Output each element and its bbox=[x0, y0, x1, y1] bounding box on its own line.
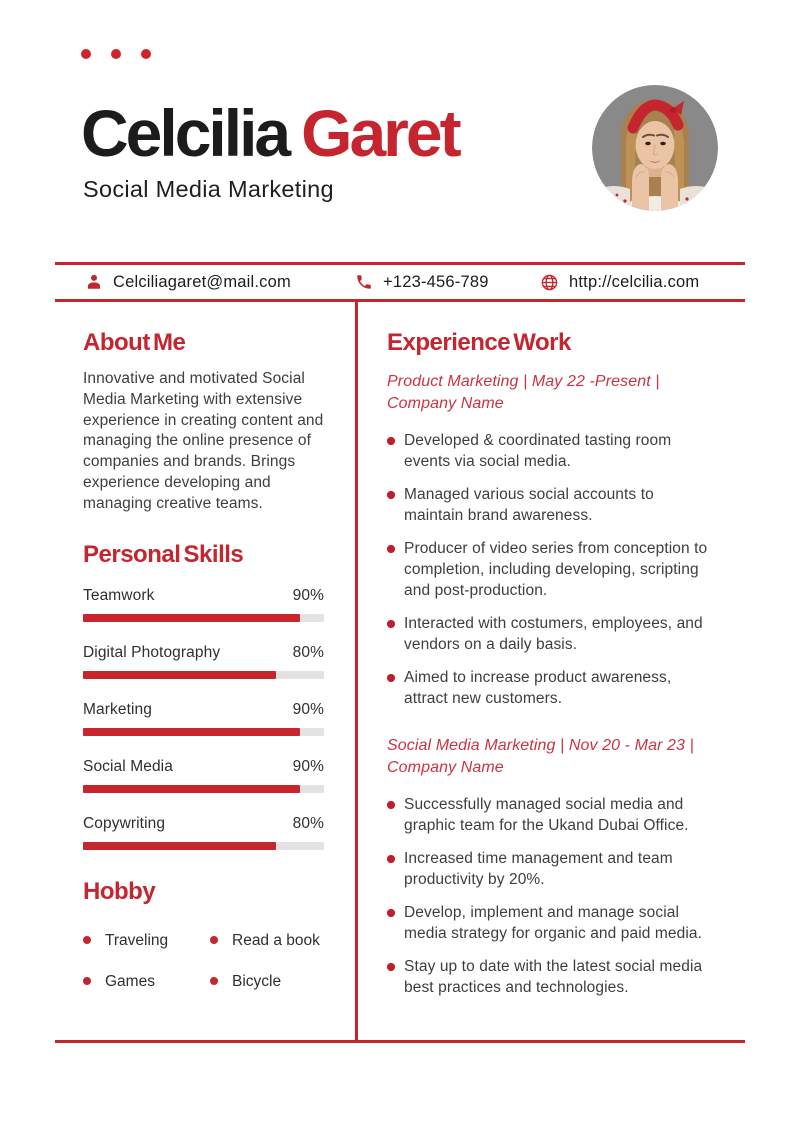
skill-bar-track bbox=[83, 784, 324, 793]
red-dot-icon bbox=[141, 49, 151, 59]
skill-percent: 90% bbox=[292, 586, 324, 604]
bullet-text: Aimed to increase product awareness, att… bbox=[404, 669, 672, 707]
hobby-item: Bicycle bbox=[210, 971, 324, 992]
skill-row: Digital Photography 80% bbox=[83, 642, 324, 679]
skill-row: Social Media 90% bbox=[83, 756, 324, 793]
experience-bullet: Producer of video series from conception… bbox=[387, 538, 714, 601]
person-icon bbox=[85, 273, 103, 291]
hobby-list: Traveling Read a book Games Bicycle bbox=[83, 930, 324, 992]
email-text: Celciliagaret@mail.com bbox=[113, 272, 291, 291]
experience-bullet: Developed & coordinated tasting room eve… bbox=[387, 430, 714, 472]
column-divider bbox=[355, 302, 358, 1040]
bullet-text: Producer of video series from conception… bbox=[404, 540, 708, 599]
skill-percent: 80% bbox=[292, 814, 324, 832]
bottom-rule bbox=[55, 1040, 745, 1043]
skill-label: Marketing bbox=[83, 700, 152, 718]
website-text: http://celcilia.com bbox=[569, 272, 700, 291]
experience-bullet: Stay up to date with the latest social m… bbox=[387, 956, 714, 998]
hobby-label: Traveling bbox=[105, 931, 169, 949]
bullet-icon bbox=[387, 801, 395, 809]
globe-icon bbox=[540, 273, 559, 292]
hobby-label: Read a book bbox=[232, 931, 320, 949]
phone-icon bbox=[355, 273, 373, 291]
phone-text: +123-456-789 bbox=[383, 272, 489, 291]
skill-bar-track bbox=[83, 727, 324, 736]
bullet-text: Managed various social accounts to maint… bbox=[404, 486, 654, 524]
first-name: Celcilia bbox=[81, 96, 291, 170]
skill-label: Copywriting bbox=[83, 814, 166, 832]
right-column: Experience Work Product Marketing | May … bbox=[387, 302, 714, 1010]
skill-percent: 90% bbox=[292, 700, 324, 718]
skill-bar-track bbox=[83, 670, 324, 679]
bullet-text: Interacted with costumers, employees, an… bbox=[404, 615, 703, 653]
experience-bullet: Managed various social accounts to maint… bbox=[387, 484, 714, 526]
last-name: Garet bbox=[301, 96, 461, 170]
bullet-text: Increased time management and team produ… bbox=[404, 850, 673, 888]
hobby-item: Traveling bbox=[83, 930, 210, 951]
job-bullet-list: Successfully managed social media and gr… bbox=[387, 794, 714, 998]
skill-row: Marketing 90% bbox=[83, 699, 324, 736]
red-dot-icon bbox=[111, 49, 121, 59]
hobby-label: Bicycle bbox=[232, 972, 282, 990]
about-text: Innovative and motivated Social Media Ma… bbox=[83, 370, 324, 512]
experience-bullet: Interacted with costumers, employees, an… bbox=[387, 613, 714, 655]
skill-bar-fill bbox=[83, 841, 276, 850]
skill-percent: 90% bbox=[292, 757, 324, 775]
skill-row: Teamwork 90% bbox=[83, 585, 324, 622]
bullet-icon bbox=[387, 620, 395, 628]
skill-bar-fill bbox=[83, 613, 300, 622]
hobby-item: Games bbox=[83, 971, 210, 992]
experience-heading: Experience Work bbox=[387, 329, 571, 356]
skill-label: Social Media bbox=[83, 757, 173, 775]
bullet-text: Stay up to date with the latest social m… bbox=[404, 958, 703, 996]
person-name: Celcilia Garet bbox=[81, 96, 462, 170]
bullet-text: Develop, implement and manage social med… bbox=[404, 904, 703, 942]
experience-bullet: Successfully managed social media and gr… bbox=[387, 794, 714, 836]
skill-row: Copywriting 80% bbox=[83, 813, 324, 850]
bullet-icon bbox=[210, 936, 218, 945]
contact-bar: Celciliagaret@mail.com +123-456-789 http… bbox=[55, 262, 745, 302]
bullet-icon bbox=[387, 437, 395, 445]
bullet-text: Successfully managed social media and gr… bbox=[404, 796, 689, 834]
bullet-text: Developed & coordinated tasting room eve… bbox=[404, 432, 672, 470]
bullet-icon bbox=[83, 936, 91, 945]
left-column: About Me Innovative and motivated Social… bbox=[83, 302, 324, 992]
experience-bullet: Develop, implement and manage social med… bbox=[387, 902, 714, 944]
skill-bar-track bbox=[83, 613, 324, 622]
bullet-icon bbox=[387, 855, 395, 863]
portrait-illustration bbox=[592, 85, 718, 211]
skill-percent: 80% bbox=[292, 643, 324, 661]
skill-bar-fill bbox=[83, 784, 300, 793]
contact-phone[interactable]: +123-456-789 bbox=[355, 265, 489, 299]
skill-bar-fill bbox=[83, 670, 276, 679]
profile-photo bbox=[592, 85, 718, 211]
skill-bar-track bbox=[83, 841, 324, 850]
contact-website[interactable]: http://celcilia.com bbox=[540, 265, 699, 299]
skill-label: Digital Photography bbox=[83, 643, 221, 661]
job-title: Social Media Marketing | Nov 20 - Mar 23… bbox=[387, 737, 694, 776]
skill-bar-fill bbox=[83, 727, 300, 736]
bullet-icon bbox=[387, 674, 395, 682]
hobby-label: Games bbox=[105, 972, 155, 990]
job-bullet-list: Developed & coordinated tasting room eve… bbox=[387, 430, 714, 709]
skills-heading: Personal Skills bbox=[83, 540, 244, 568]
hobby-item: Read a book bbox=[210, 930, 324, 951]
decorative-dots bbox=[81, 49, 171, 59]
job-role: Social Media Marketing bbox=[83, 176, 334, 202]
hobby-heading: Hobby bbox=[83, 877, 156, 905]
red-dot-icon bbox=[81, 49, 91, 59]
experience-bullet: Aimed to increase product awareness, att… bbox=[387, 667, 714, 709]
bullet-icon bbox=[387, 963, 395, 971]
experience-bullet: Increased time management and team produ… bbox=[387, 848, 714, 890]
bullet-icon bbox=[387, 545, 395, 553]
about-heading: About Me bbox=[83, 329, 186, 356]
bullet-icon bbox=[387, 491, 395, 499]
bullet-icon bbox=[387, 909, 395, 917]
contact-email[interactable]: Celciliagaret@mail.com bbox=[85, 265, 291, 299]
skill-label: Teamwork bbox=[83, 586, 155, 604]
job-title: Product Marketing | May 22 -Present | Co… bbox=[387, 373, 660, 412]
bullet-icon bbox=[83, 977, 91, 986]
bullet-icon bbox=[210, 977, 218, 986]
